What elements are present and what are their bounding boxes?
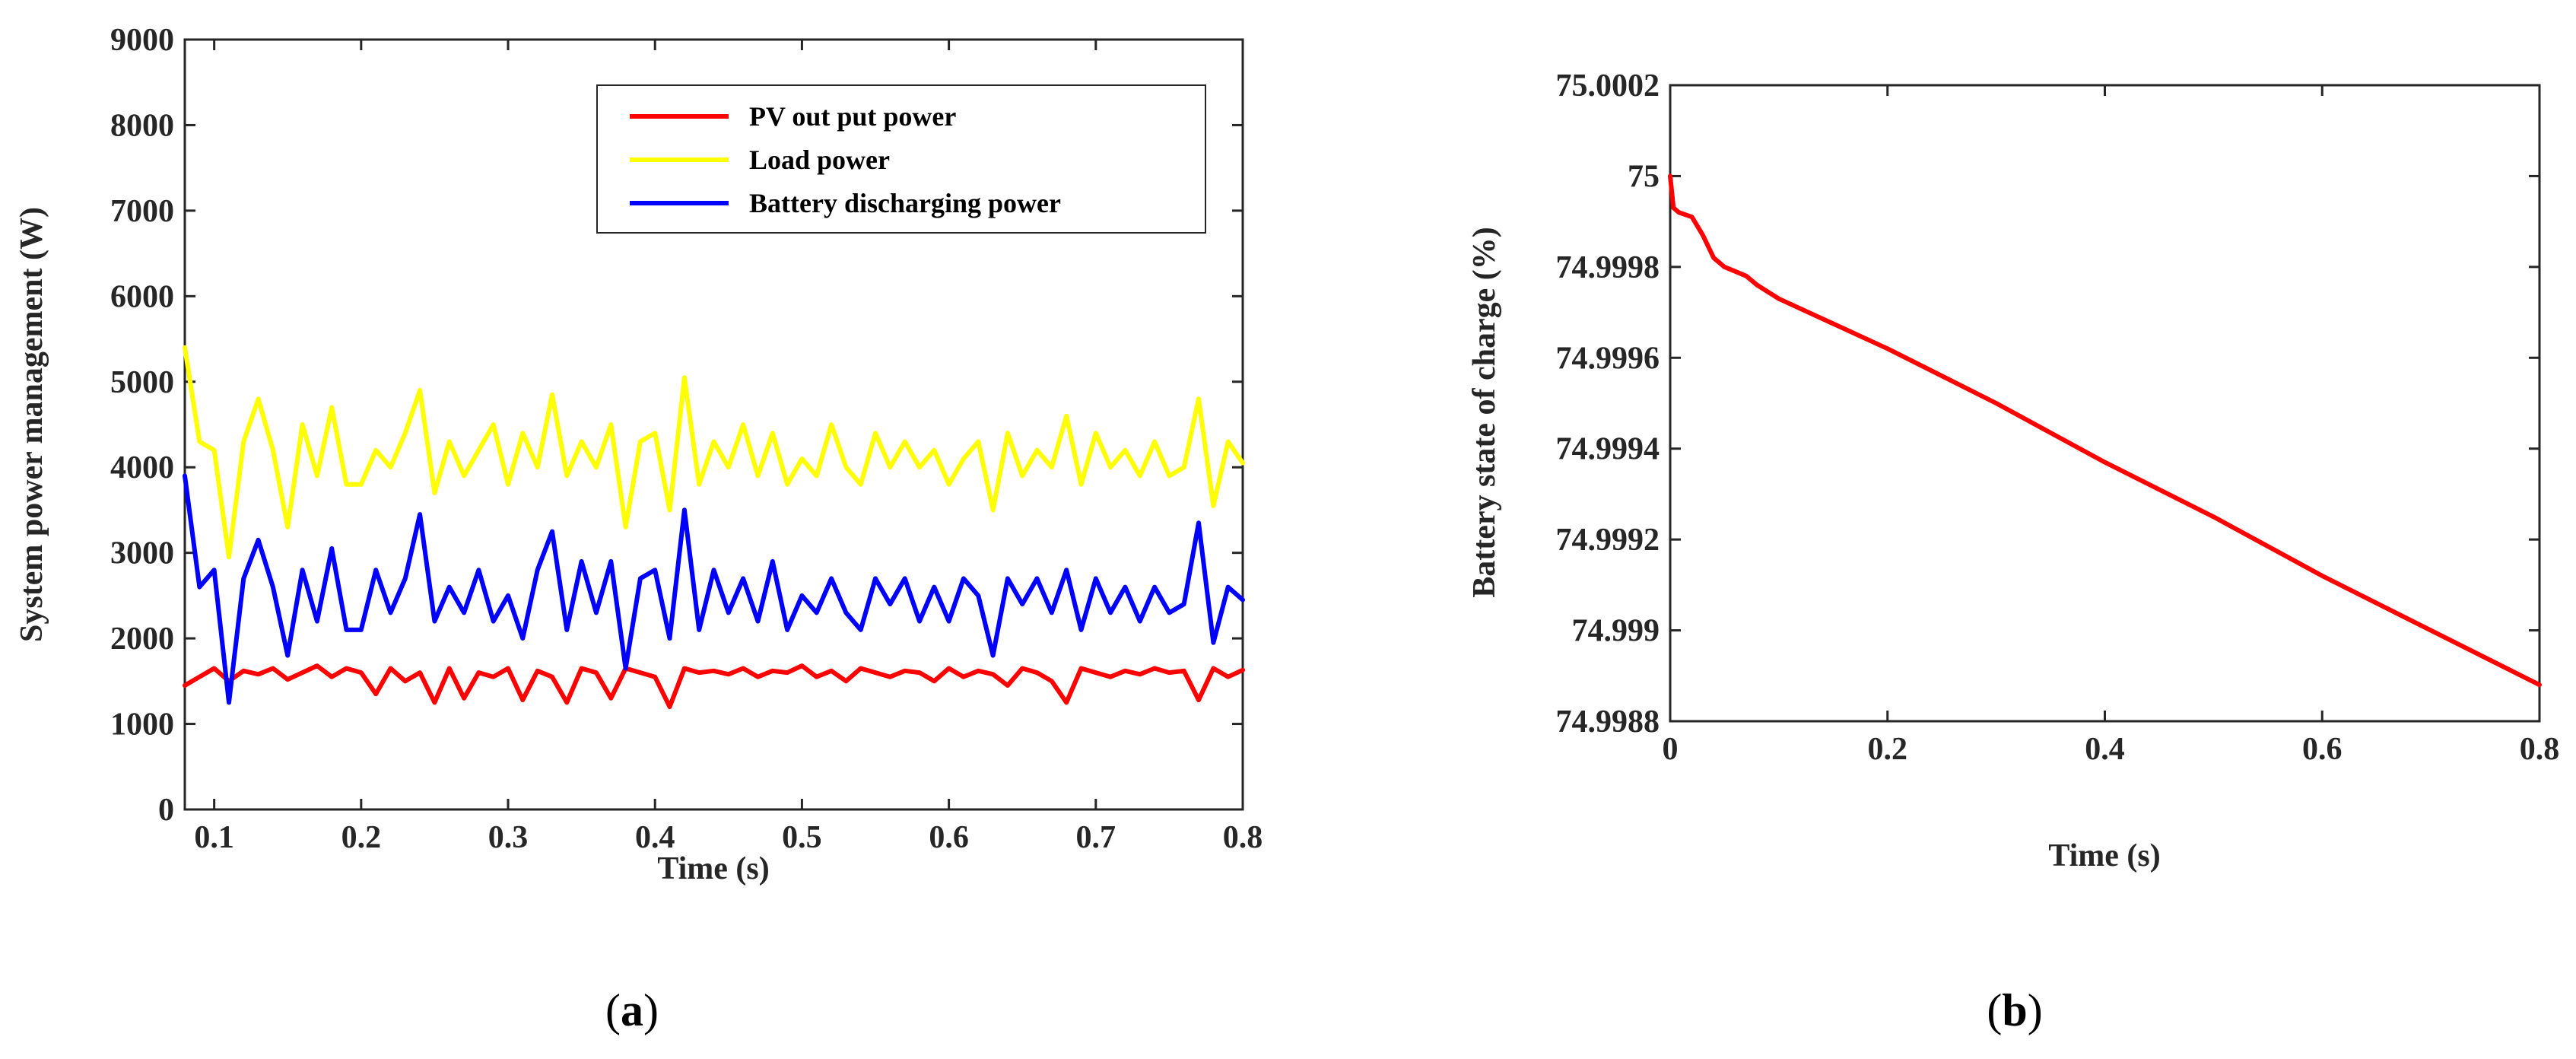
panel-a-power-chart: 0 1000 2000 3000 4000 5000 6000 7000 8000 9000 0.… bbox=[14, 23, 1263, 1035]
y-tick-label: 1000 bbox=[110, 708, 174, 743]
panel-a-x-axis-label: Time (s) bbox=[657, 851, 769, 886]
y-tick-label: 7000 bbox=[110, 194, 174, 229]
panel-a-caption: (a) bbox=[605, 985, 659, 1035]
x-tick-label: 0.2 bbox=[1868, 732, 1908, 767]
y-tick-label: 3000 bbox=[110, 536, 174, 571]
panel-b-y-ticks: 74.9988 74.999 74.9992 74.9994 74.9996 74.999… bbox=[1556, 68, 2539, 739]
x-tick-label: 0.7 bbox=[1076, 820, 1116, 855]
legend-label-pv: PV out put power bbox=[749, 101, 956, 132]
panel-a-caption-open: ( bbox=[605, 985, 621, 1035]
y-tick-label: 74.9992 bbox=[1556, 523, 1660, 558]
y-tick-label: 74.9996 bbox=[1556, 341, 1660, 376]
x-tick-label: 0.8 bbox=[2520, 732, 2560, 767]
y-tick-label: 5000 bbox=[110, 365, 174, 400]
y-tick-label: 6000 bbox=[110, 279, 174, 314]
y-tick-label: 74.9994 bbox=[1556, 432, 1660, 467]
y-tick-label: 74.9988 bbox=[1556, 704, 1660, 739]
x-tick-label: 0.5 bbox=[782, 820, 822, 855]
panel-a-series bbox=[183, 345, 1245, 710]
panel-b-soc-chart: 74.9988 74.999 74.9992 74.9994 74.9996 74.999… bbox=[1467, 68, 2559, 1035]
panel-b-series bbox=[1668, 173, 2542, 688]
panel-b-x-axis-label: Time (s) bbox=[2048, 838, 2160, 873]
legend-label-load: Load power bbox=[749, 145, 890, 175]
x-tick-label: 0.2 bbox=[341, 820, 382, 855]
y-tick-label: 75.0002 bbox=[1556, 68, 1660, 103]
panel-b-x-ticks: 0 0.2 0.4 0.6 0.8 bbox=[1663, 85, 2560, 767]
y-tick-label: 75 bbox=[1628, 159, 1660, 194]
y-tick-label: 9000 bbox=[110, 23, 174, 58]
x-tick-label: 0.6 bbox=[2302, 732, 2343, 767]
panel-b-caption: (b) bbox=[1987, 985, 2042, 1035]
panel-b-caption-letter: b bbox=[2002, 985, 2027, 1035]
panel-a-legend: PV out put power Load power Battery disc… bbox=[596, 84, 1206, 234]
x-tick-label: 0.3 bbox=[488, 820, 529, 855]
x-tick-label: 0.1 bbox=[194, 820, 234, 855]
y-tick-label: 8000 bbox=[110, 108, 174, 143]
panel-a-caption-letter: a bbox=[621, 985, 643, 1035]
panel-b-caption-open: ( bbox=[1987, 985, 2002, 1035]
panel-b-y-axis-label: Battery state of charge (%) bbox=[1467, 227, 1502, 597]
y-tick-label: 2000 bbox=[110, 622, 174, 657]
panel-a-y-axis-label: System power management (W) bbox=[14, 207, 49, 642]
y-tick-label: 4000 bbox=[110, 450, 174, 485]
y-tick-label: 0 bbox=[158, 793, 174, 828]
y-tick-label: 74.999 bbox=[1572, 614, 1660, 649]
x-tick-label: 0.4 bbox=[2085, 732, 2125, 767]
series-line-battery-discharging-power bbox=[183, 473, 1245, 705]
x-tick-label: 0.4 bbox=[635, 820, 675, 855]
panel-b-caption-close: ) bbox=[2028, 985, 2043, 1035]
panel-a-caption-close: ) bbox=[643, 985, 659, 1035]
panel-a-x-ticks: 0.1 0.2 0.3 0.4 0.5 0.6 0.7 0.8 bbox=[194, 40, 1263, 855]
x-tick-label: 0.6 bbox=[929, 820, 969, 855]
series-line-pv-out-put-power bbox=[183, 663, 1245, 710]
panel-a-y-ticks: 0 1000 2000 3000 4000 5000 6000 7000 8000 9000 bbox=[110, 23, 1243, 828]
series-line-load-power bbox=[183, 345, 1245, 560]
panel-b-plot-area bbox=[1669, 84, 2541, 723]
x-tick-label: 0.8 bbox=[1223, 820, 1263, 855]
y-tick-label: 74.9998 bbox=[1556, 250, 1660, 285]
legend-label-battery: Battery discharging power bbox=[749, 188, 1061, 218]
series-line-battery-state-of-charge bbox=[1668, 173, 2542, 688]
x-tick-label: 0 bbox=[1663, 732, 1679, 767]
